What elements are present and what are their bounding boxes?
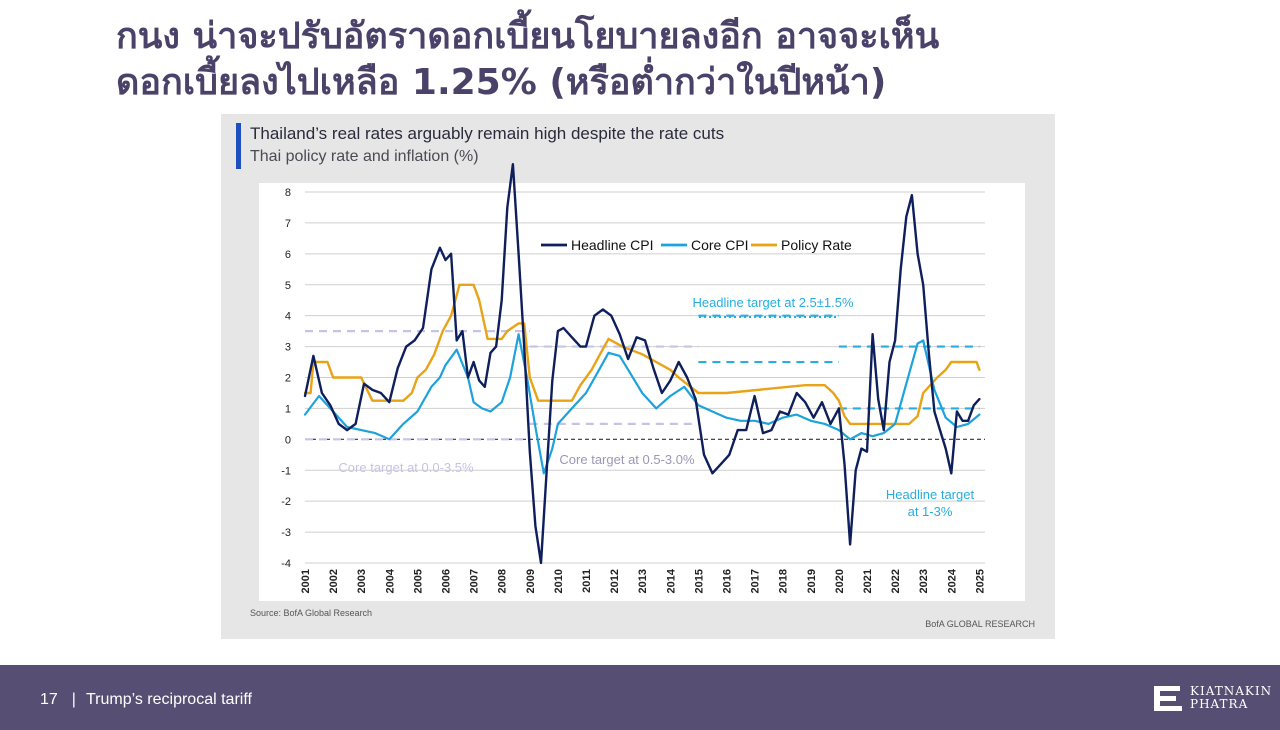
series-line-core-cpi <box>303 333 981 475</box>
chart-source: Source: BofA Global Research <box>250 608 373 618</box>
slide-title-line-1: กนง น่าจะปรับอัตราดอกเบี้ยนโยบายลงอีก อา… <box>116 16 940 57</box>
x-tick-label: 2011 <box>581 569 593 593</box>
page-number: 17 <box>40 691 58 708</box>
x-tick-label: 2015 <box>693 569 705 593</box>
y-tick-label: -1 <box>281 465 291 477</box>
chart-subtitle: Thai policy rate and inflation (%) <box>250 148 479 165</box>
x-tick-label: 2012 <box>609 569 621 593</box>
y-tick-label: 3 <box>285 342 291 354</box>
logo-mark-icon <box>1154 686 1182 711</box>
x-tick-label: 2001 <box>300 569 312 593</box>
legend-label: Core CPI <box>691 237 749 253</box>
footer-label: Trump’s reciprocal tariff <box>85 691 252 708</box>
legend-label: Policy Rate <box>781 237 852 253</box>
line-chart: 8 7 6 5 4 3 2 1 0 -1 -2 -3 -4 2001 2002 2003 2004 2005 200… <box>281 163 986 593</box>
x-tick-label: 2006 <box>440 569 452 593</box>
y-tick-label: -3 <box>281 527 291 539</box>
x-tick-label: 2024 <box>946 568 958 593</box>
slide-title: กนง น่าจะปรับอัตราดอกเบี้ยนโยบายลงอีก อา… <box>116 14 1116 106</box>
x-tick-label: 2016 <box>721 569 733 593</box>
y-tick-label: -4 <box>281 558 291 570</box>
x-tick-label: 2008 <box>497 569 509 593</box>
chart-brand: BofA GLOBAL RESEARCH <box>925 619 1035 629</box>
x-tick-label: 2007 <box>469 569 481 593</box>
y-tick-label: 7 <box>285 218 291 230</box>
x-tick-label: 2005 <box>412 569 424 593</box>
annotation-label: Core target at 0.0-3.5% <box>338 460 474 475</box>
y-tick-label: 0 <box>285 434 291 446</box>
x-tick-label: 2017 <box>750 569 762 593</box>
y-tick-label: 1 <box>285 403 291 415</box>
logo-line-1: KIATNAKIN <box>1190 684 1273 698</box>
chart-title: Thailand’s real rates arguably remain hi… <box>250 124 725 143</box>
x-tick-label: 2020 <box>834 569 846 593</box>
annotation-label: Headline target <box>886 487 975 502</box>
series-line-headline-cpi <box>303 163 981 565</box>
logo-line-2: PHATRA <box>1190 697 1249 711</box>
footer-bar: 17 | Trump’s reciprocal tariff KIATNAKIN P… <box>0 665 1280 730</box>
chart-accent-bar <box>236 123 241 169</box>
legend-label: Headline CPI <box>571 237 654 253</box>
company-logo: KIATNAKIN PHATRA <box>1150 682 1272 716</box>
y-tick-label: 8 <box>285 187 291 199</box>
logo-wordmark: KIATNAKIN PHATRA <box>1190 685 1272 711</box>
annotation-label: Headline target at 2.5±1.5% <box>692 295 854 310</box>
footer-text: 17 | Trump’s reciprocal tariff <box>40 691 252 709</box>
x-tick-label: 2013 <box>637 569 649 593</box>
x-tick-label: 2009 <box>525 569 537 593</box>
y-tick-label: 4 <box>285 311 291 323</box>
annotation-label: Core target at 0.5-3.0% <box>559 452 695 467</box>
x-tick-label: 2025 <box>974 569 986 593</box>
chart-panel: Thailand’s real rates arguably remain hi… <box>221 114 1055 639</box>
annotation-label: at 1-3% <box>908 504 953 519</box>
y-tick-label: 5 <box>285 280 291 292</box>
x-tick-label: 2014 <box>665 568 677 593</box>
y-tick-label: -2 <box>281 496 291 508</box>
x-tick-label: 2018 <box>778 569 790 593</box>
x-tick-label: 2019 <box>806 569 818 593</box>
x-tick-label: 2002 <box>328 569 340 593</box>
x-tick-label: 2023 <box>918 569 930 593</box>
x-tick-label: 2022 <box>890 569 902 593</box>
y-tick-label: 2 <box>285 373 291 385</box>
x-tick-label: 2004 <box>384 568 396 593</box>
y-tick-label: 6 <box>285 249 291 261</box>
series-line-policy-rate <box>303 283 981 426</box>
x-tick-label: 2010 <box>553 569 565 593</box>
x-tick-label: 2021 <box>862 569 874 593</box>
footer-separator: | <box>71 691 76 708</box>
slide-title-line-2: ดอกเบี้ยลงไปเหลือ 1.25% (หรือต่ำกว่าในปี… <box>116 62 887 103</box>
x-tick-label: 2003 <box>356 569 368 593</box>
